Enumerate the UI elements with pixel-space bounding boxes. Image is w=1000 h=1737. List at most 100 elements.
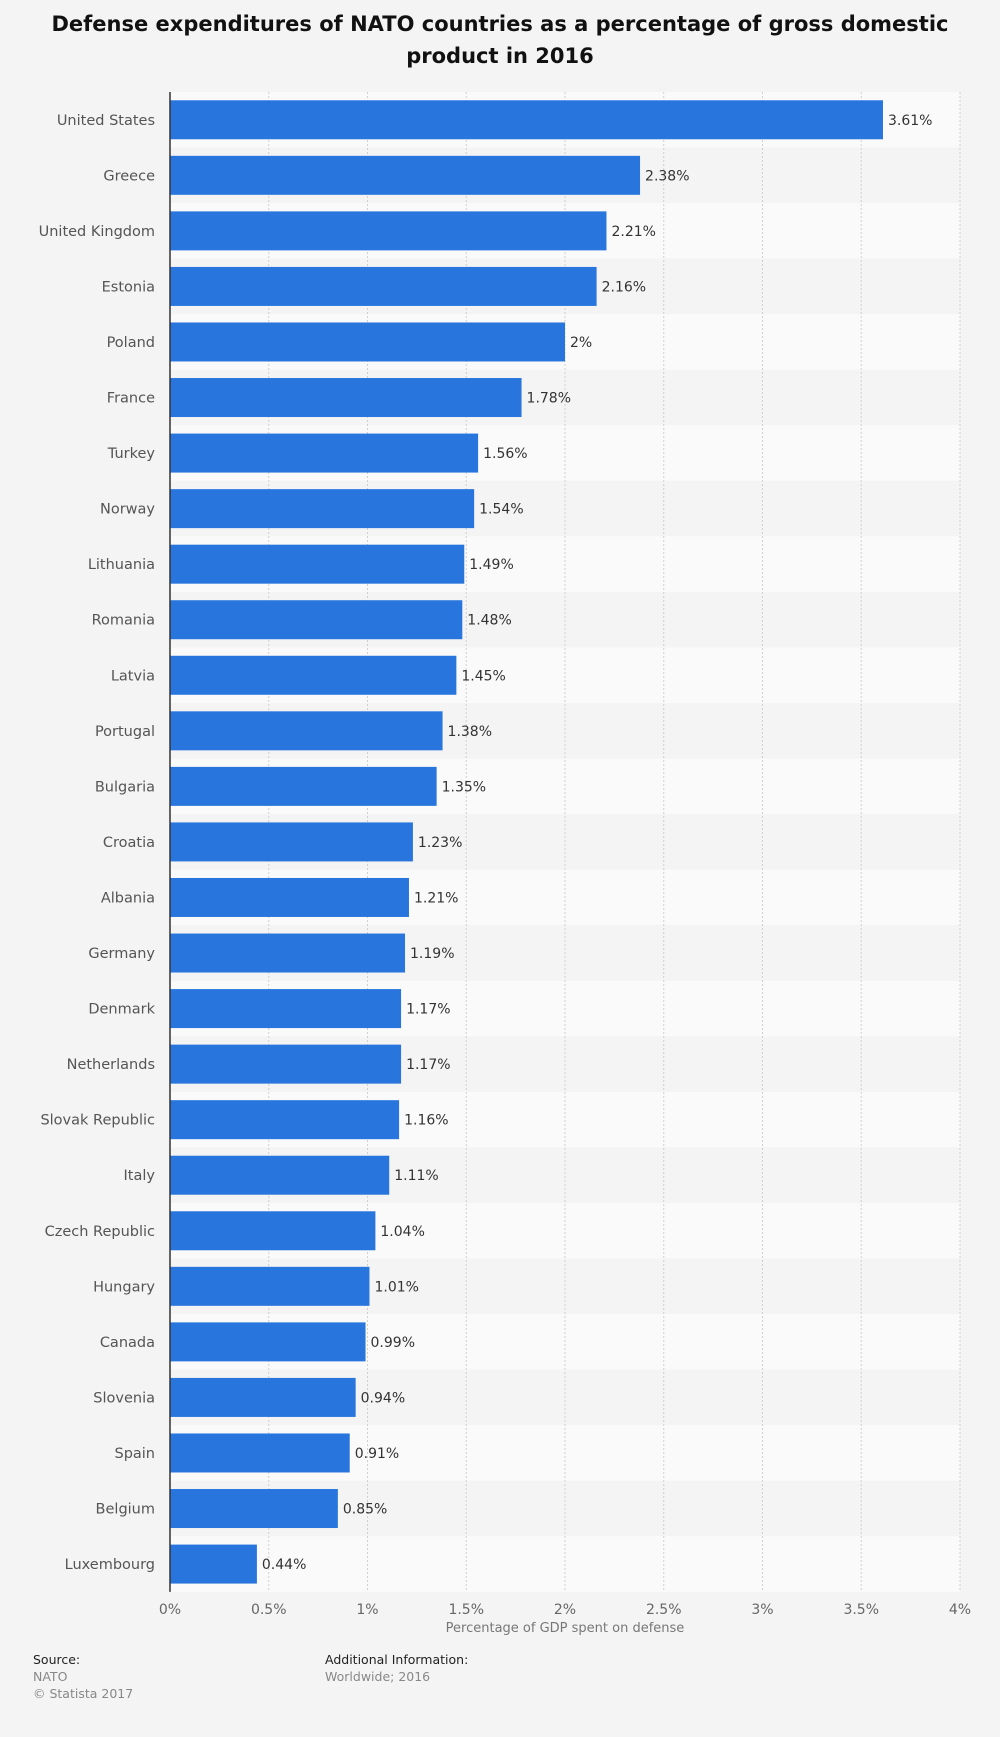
bar[interactable] bbox=[170, 266, 597, 306]
data-label: 1.48% bbox=[467, 613, 511, 629]
category-label: Poland bbox=[107, 335, 155, 351]
bar[interactable] bbox=[170, 1489, 338, 1529]
category-label: Romania bbox=[92, 613, 155, 629]
bar[interactable] bbox=[170, 989, 402, 1029]
bar[interactable] bbox=[170, 1044, 402, 1084]
bar[interactable] bbox=[170, 433, 479, 473]
data-label: 1.56% bbox=[483, 446, 527, 462]
category-label: Turkey bbox=[107, 446, 156, 462]
additional-info-text: Worldwide; 2016 bbox=[325, 1669, 431, 1684]
data-label: 0.99% bbox=[371, 1335, 415, 1351]
data-label: 1.49% bbox=[469, 557, 513, 573]
bar[interactable] bbox=[170, 1100, 400, 1140]
x-tick-label: 3.5% bbox=[843, 1602, 879, 1618]
bar[interactable] bbox=[170, 322, 565, 362]
x-tick-label: 3% bbox=[751, 1602, 773, 1618]
data-label: 1.16% bbox=[404, 1113, 448, 1129]
category-label: United Kingdom bbox=[39, 224, 155, 240]
category-label: Lithuania bbox=[88, 557, 155, 573]
category-label: Germany bbox=[88, 946, 155, 962]
bar[interactable] bbox=[170, 1155, 390, 1195]
value-labels: 3.61% 2.38% 2.21% 2.16% 2% 1.78% 1.56% 1.54% 1.4… bbox=[262, 113, 933, 1573]
data-label: 3.61% bbox=[888, 113, 932, 129]
category-label: Slovak Republic bbox=[40, 1113, 155, 1129]
additional-info-heading: Additional Information: bbox=[325, 1652, 469, 1667]
category-label: France bbox=[107, 391, 155, 407]
category-label: Italy bbox=[124, 1168, 156, 1184]
category-label: Latvia bbox=[111, 668, 155, 684]
x-tick-label: 0% bbox=[159, 1602, 181, 1618]
data-label: 0.94% bbox=[361, 1390, 405, 1406]
data-label: 2.38% bbox=[645, 168, 689, 184]
source-heading: Source: bbox=[33, 1652, 81, 1667]
data-label: 1.23% bbox=[418, 835, 462, 851]
data-label: 2.16% bbox=[602, 279, 646, 295]
bar[interactable] bbox=[170, 378, 522, 418]
data-label: 2% bbox=[570, 335, 592, 351]
bar[interactable] bbox=[170, 1433, 350, 1473]
bars bbox=[170, 100, 883, 1584]
bar[interactable] bbox=[170, 1211, 376, 1251]
copyright: © Statista 2017 bbox=[33, 1686, 134, 1701]
data-label: 1.21% bbox=[414, 890, 458, 906]
data-label: 1.35% bbox=[442, 779, 486, 795]
x-tick-label: 1% bbox=[356, 1602, 378, 1618]
category-label: Netherlands bbox=[67, 1057, 155, 1073]
data-label: 0.91% bbox=[355, 1446, 399, 1462]
bar[interactable] bbox=[170, 655, 457, 695]
x-tick-label: 2.5% bbox=[646, 1602, 682, 1618]
category-label: Hungary bbox=[93, 1279, 155, 1295]
category-label: Denmark bbox=[88, 1002, 155, 1018]
bar[interactable] bbox=[170, 600, 463, 640]
category-label: Albania bbox=[101, 890, 155, 906]
bar[interactable] bbox=[170, 1377, 356, 1417]
data-label: 0.85% bbox=[343, 1502, 387, 1518]
data-label: 1.38% bbox=[448, 724, 492, 740]
additional-info-block: Additional Information: Worldwide; 2016 bbox=[325, 1651, 468, 1685]
data-label: 1.54% bbox=[479, 502, 523, 518]
x-tick-label: 1.5% bbox=[448, 1602, 484, 1618]
data-label: 1.04% bbox=[380, 1224, 424, 1240]
data-label: 0.44% bbox=[262, 1557, 306, 1573]
data-label: 1.01% bbox=[374, 1279, 418, 1295]
category-label: Norway bbox=[100, 502, 155, 518]
data-label: 1.45% bbox=[461, 668, 505, 684]
data-label: 1.17% bbox=[406, 1002, 450, 1018]
x-tick-labels: 0% 0.5% 1% 1.5% 2% 2.5% 3% 3.5% 4% bbox=[159, 1602, 971, 1618]
bar[interactable] bbox=[170, 711, 443, 751]
data-label: 1.11% bbox=[394, 1168, 438, 1184]
bar[interactable] bbox=[170, 933, 406, 973]
x-tick-label: 0.5% bbox=[251, 1602, 287, 1618]
bar[interactable] bbox=[170, 211, 607, 251]
category-label: Bulgaria bbox=[95, 779, 155, 795]
category-label: Spain bbox=[114, 1446, 155, 1462]
bar[interactable] bbox=[170, 155, 641, 195]
data-label: 1.19% bbox=[410, 946, 454, 962]
source-name[interactable]: NATO bbox=[33, 1669, 68, 1684]
x-tick-label: 2% bbox=[554, 1602, 576, 1618]
data-label: 1.17% bbox=[406, 1057, 450, 1073]
source-block: Source: NATO © Statista 2017 bbox=[33, 1651, 133, 1702]
bar[interactable] bbox=[170, 766, 437, 806]
bar[interactable] bbox=[170, 544, 465, 584]
category-label: Canada bbox=[100, 1335, 155, 1351]
data-label: 1.78% bbox=[527, 391, 571, 407]
category-label: Greece bbox=[103, 168, 155, 184]
category-label: Luxembourg bbox=[65, 1557, 155, 1573]
category-labels: United States Greece United Kingdom Estonia… bbox=[39, 113, 156, 1573]
bar[interactable] bbox=[170, 1266, 370, 1306]
bar[interactable] bbox=[170, 100, 883, 140]
category-label: Czech Republic bbox=[45, 1224, 155, 1240]
data-label: 2.21% bbox=[611, 224, 655, 240]
category-label: Estonia bbox=[102, 279, 155, 295]
category-label: Croatia bbox=[103, 835, 155, 851]
bar[interactable] bbox=[170, 877, 409, 917]
bar[interactable] bbox=[170, 1322, 366, 1362]
chart-title: Defense expenditures of NATO countries a… bbox=[51, 12, 949, 68]
bar[interactable] bbox=[170, 1544, 257, 1584]
x-tick-label: 4% bbox=[949, 1602, 971, 1618]
bar[interactable] bbox=[170, 822, 413, 862]
x-axis-label: Percentage of GDP spent on defense bbox=[446, 1621, 685, 1636]
bar[interactable] bbox=[170, 489, 475, 529]
